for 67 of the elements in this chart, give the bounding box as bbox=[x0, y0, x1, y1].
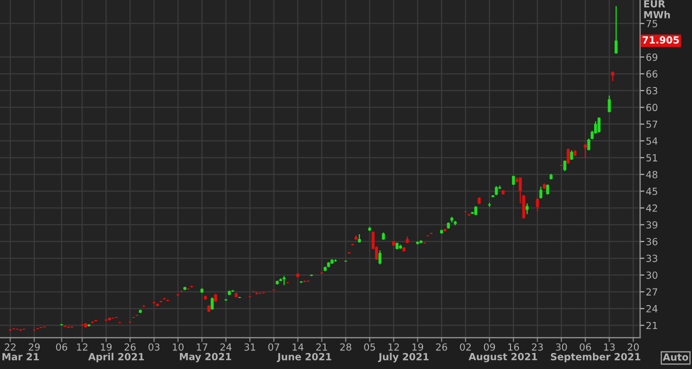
x-tick-label: 13 bbox=[604, 343, 615, 351]
x-tick-label: 26 bbox=[124, 343, 136, 351]
x-tick-label: 29 bbox=[28, 343, 40, 351]
y-tick-label: 33 bbox=[646, 254, 658, 262]
x-tick-label: 22 bbox=[4, 343, 16, 351]
x2-tick-label: June 2021 bbox=[276, 353, 332, 362]
candlestick bbox=[584, 144, 587, 159]
x-tick-label: 31 bbox=[244, 343, 256, 351]
x-tick-label: 10 bbox=[172, 343, 184, 351]
candlestick bbox=[566, 148, 570, 164]
candlestick bbox=[608, 95, 611, 113]
x2-tick-label: April 2021 bbox=[88, 352, 144, 362]
x2-tick-label: September 2021 bbox=[550, 352, 640, 362]
y-tick-label: 51 bbox=[646, 154, 658, 162]
candlestick bbox=[598, 116, 601, 134]
x-tick-label: 19 bbox=[100, 343, 112, 351]
y-tick-label: 57 bbox=[646, 120, 658, 128]
x-tick-label: 19 bbox=[412, 343, 424, 351]
y-tick-label: 48 bbox=[646, 170, 658, 178]
x-tick-label: 20 bbox=[628, 343, 639, 351]
x-tick-label: 12 bbox=[388, 343, 399, 351]
y-tick-label: 45 bbox=[646, 188, 658, 196]
candlestick bbox=[614, 6, 618, 54]
y-tick-label: 42 bbox=[646, 204, 658, 212]
y-tick-label: 66 bbox=[646, 70, 658, 78]
x-tick-label: 07 bbox=[268, 343, 280, 351]
y-tick-label: 69 bbox=[646, 53, 658, 61]
text: Auto bbox=[662, 354, 688, 361]
candlestick bbox=[611, 70, 614, 82]
annotation: 71.905 bbox=[642, 36, 679, 44]
x-tick-label: 16 bbox=[508, 343, 520, 351]
x-tick-label: 21 bbox=[316, 343, 328, 351]
x-tick-label: 06 bbox=[56, 343, 68, 351]
x2-tick-label: July 2021 bbox=[378, 352, 429, 362]
x-tick-label: 05 bbox=[364, 343, 376, 351]
y-tick-label: 24 bbox=[646, 305, 658, 312]
candlestick bbox=[570, 150, 574, 160]
candlestick bbox=[210, 296, 214, 310]
y-tick-label: 27 bbox=[646, 288, 658, 296]
x-tick-label: 28 bbox=[340, 343, 352, 351]
candlestick bbox=[378, 250, 382, 265]
y-tick-label: 39 bbox=[646, 221, 658, 229]
x-tick-label: 06 bbox=[580, 343, 591, 351]
y-tick-label: 21 bbox=[646, 322, 658, 330]
x-tick-label: 24 bbox=[220, 343, 232, 351]
x-tick-label: 03 bbox=[148, 343, 160, 351]
x2-tick-label: May 2021 bbox=[180, 352, 232, 362]
y-tick-label: 63 bbox=[646, 87, 658, 94]
x-tick-label: 09 bbox=[484, 343, 495, 351]
y-tick-label: 54 bbox=[646, 137, 658, 145]
y-tick-label: 30 bbox=[646, 272, 658, 279]
candlestick bbox=[526, 202, 529, 215]
y-tick-label: 36 bbox=[646, 238, 658, 246]
x-tick-label: 17 bbox=[196, 343, 208, 351]
candlestick bbox=[539, 186, 542, 199]
x-tick-label: 14 bbox=[292, 343, 304, 351]
candlestick bbox=[536, 198, 539, 212]
x2-tick-label: Mar 21 bbox=[2, 353, 39, 360]
x2-tick-label: August 2021 bbox=[468, 352, 538, 362]
x-tick-label: 12 bbox=[77, 343, 88, 351]
y-tick-label: 60 bbox=[646, 104, 658, 112]
x-tick-label: 23 bbox=[532, 343, 543, 351]
y-tick-label: 75 bbox=[646, 20, 658, 28]
x-tick-label: 02 bbox=[460, 343, 471, 351]
x-tick-label: 30 bbox=[556, 343, 567, 351]
y-axis-title: EUR MWh bbox=[644, 0, 670, 18]
x-tick-label: 26 bbox=[436, 343, 448, 351]
